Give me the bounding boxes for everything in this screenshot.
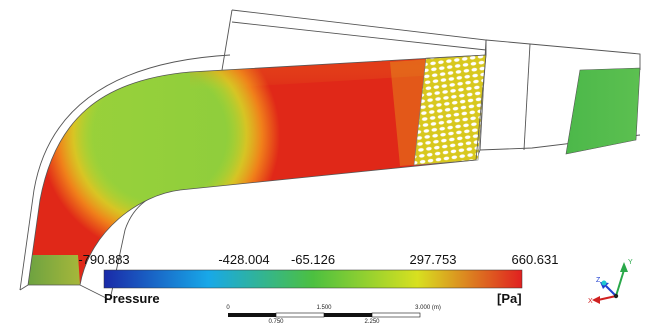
legend-tick-4: 660.631 bbox=[511, 252, 559, 267]
axis-triad bbox=[592, 262, 628, 304]
legend-tick-3: 297.753 bbox=[409, 252, 457, 267]
axis-label-x: X bbox=[588, 298, 593, 305]
scale-label-0: 0 bbox=[226, 305, 230, 311]
legend-tick-1: -428.004 bbox=[218, 252, 270, 267]
scale-bar bbox=[228, 312, 421, 318]
legend-title: Pressure bbox=[104, 291, 160, 306]
scale-label-1500: 1.500 bbox=[316, 305, 332, 311]
outlet-face bbox=[565, 67, 641, 155]
legend-tick-0: -790.883 bbox=[78, 252, 130, 267]
axis-label-y: Y bbox=[628, 259, 633, 266]
legend-color-bar bbox=[103, 269, 523, 289]
scale-label-3000: 3.000 (m) bbox=[415, 305, 441, 311]
legend-unit: [Pa] bbox=[497, 291, 522, 306]
scale-label-0750: 0.750 bbox=[268, 319, 284, 325]
axis-label-z: Z bbox=[596, 277, 601, 284]
legend-tick-2: -65.126 bbox=[290, 252, 336, 267]
scale-label-2250: 2.250 bbox=[364, 319, 380, 325]
